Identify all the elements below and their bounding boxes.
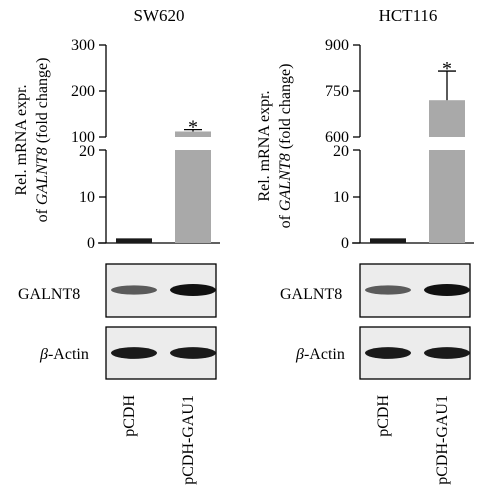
- blot-band: [170, 284, 216, 296]
- blot-bands: [111, 284, 216, 359]
- lane-label-pcdh: pCDH: [121, 395, 138, 437]
- chart-title: SW620: [134, 6, 185, 25]
- bars-hct116: *: [370, 58, 465, 243]
- bar: [370, 238, 406, 243]
- blot-label-actin: β-Actin: [39, 346, 89, 363]
- western-blot-sw620: GALNT8 β-Actin: [18, 263, 217, 380]
- lane-label-pcdh-gau1: pCDH-GAU1: [434, 395, 451, 485]
- y-tick-label: 900: [325, 37, 349, 54]
- bar: [116, 238, 152, 243]
- chart-title: HCT116: [379, 6, 438, 25]
- y-tick-label: 300: [71, 37, 95, 54]
- y-tick-label: 10: [333, 189, 349, 206]
- bar: [175, 150, 211, 243]
- significance-marker: *: [188, 117, 198, 139]
- blot-label-actin: β-Actin: [295, 346, 345, 363]
- blot-band: [111, 347, 157, 359]
- blot-band: [365, 285, 411, 295]
- y-axis-label-line2: of GALNT8 (fold change): [277, 64, 294, 229]
- blot-band: [111, 285, 157, 295]
- blot-bands: [365, 284, 470, 359]
- y-tick-label: 20: [333, 143, 349, 160]
- y-tick-label: 0: [87, 235, 95, 252]
- y-tick-label: 750: [325, 83, 349, 100]
- lane-label-pcdh: pCDH: [375, 395, 392, 437]
- panel-sw620: SW620 Rel. mRNA expr. of GALNT8 (fold ch…: [13, 6, 220, 252]
- y-axis-label-line1: Rel. mRNA expr.: [13, 84, 30, 195]
- bars-sw620: *: [116, 117, 211, 243]
- y-axis-label-line1: Rel. mRNA expr.: [256, 90, 273, 201]
- y-axis-label-line2: of GALNT8 (fold change): [34, 58, 51, 223]
- significance-marker: *: [442, 58, 452, 80]
- blot-band: [170, 347, 216, 359]
- blot-band: [424, 284, 470, 296]
- bar: [429, 100, 465, 137]
- western-blot-hct116: GALNT8 β-Actin: [280, 263, 471, 380]
- y-tick-label: 20: [79, 143, 95, 160]
- y-tick-label: 200: [71, 83, 95, 100]
- blot-band: [424, 347, 470, 359]
- y-tick-label: 600: [325, 129, 349, 146]
- blot-band: [365, 347, 411, 359]
- bar: [175, 131, 211, 137]
- blot-label-galnt8: GALNT8: [280, 286, 342, 303]
- bar: [429, 150, 465, 243]
- y-tick-label: 100: [71, 129, 95, 146]
- y-tick-label: 0: [341, 235, 349, 252]
- blot-label-galnt8: GALNT8: [18, 286, 80, 303]
- y-tick-label: 10: [79, 189, 95, 206]
- lane-label-pcdh-gau1: pCDH-GAU1: [180, 395, 197, 485]
- panel-hct116: HCT116 Rel. mRNA expr. of GALNT8 (fold c…: [256, 6, 474, 252]
